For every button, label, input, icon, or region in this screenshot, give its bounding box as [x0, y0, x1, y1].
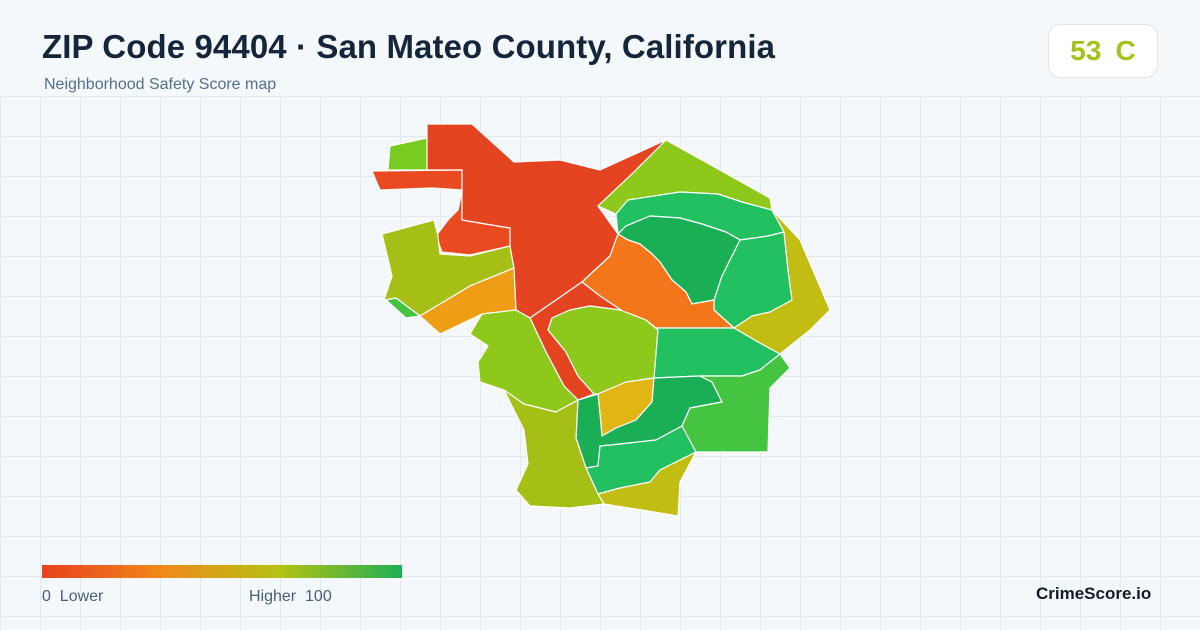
- score-grade: C: [1115, 35, 1136, 66]
- header-band: [0, 0, 1200, 96]
- legend-max-value: 100: [305, 588, 332, 605]
- page-title: ZIP Code 94404 · San Mateo County, Calif…: [42, 28, 776, 65]
- brand-logo-text: CrimeScore.io: [1036, 584, 1152, 603]
- legend-gradient-bar: [42, 565, 402, 578]
- legend-max: Higher 100: [249, 588, 332, 606]
- map-region[interactable]: [387, 137, 428, 171]
- score-value: 53: [1070, 35, 1102, 66]
- map-region[interactable]: [597, 451, 697, 517]
- page-subtitle: Neighborhood Safety Score map: [44, 76, 277, 93]
- legend-min-text: Lower: [59, 588, 104, 605]
- legend-min: 0 Lower: [42, 588, 103, 606]
- legend-max-text: Higher: [249, 588, 297, 605]
- legend-min-value: 0: [42, 588, 51, 605]
- map-region[interactable]: [371, 169, 511, 256]
- score-badge: 53 C: [1048, 24, 1158, 78]
